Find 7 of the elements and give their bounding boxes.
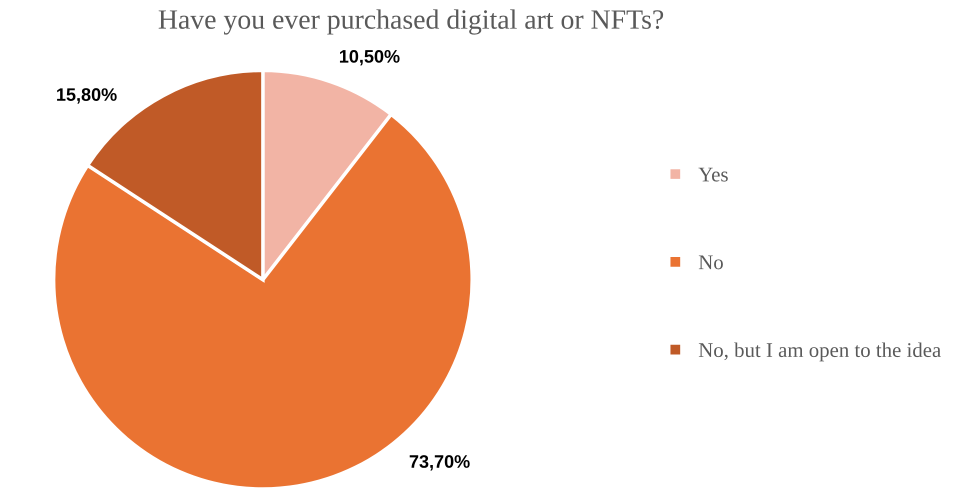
data-label: 15,80% [57, 88, 117, 104]
legend-label: No, but I am open to the idea [698, 342, 941, 362]
chart-title: Have you ever purchased digital art or NFTs? [158, 9, 664, 35]
legend-label: No [698, 255, 723, 270]
data-label: 10,50% [340, 50, 400, 66]
legend-label: Yes [698, 168, 728, 182]
data-label: 73,70% [410, 455, 470, 471]
